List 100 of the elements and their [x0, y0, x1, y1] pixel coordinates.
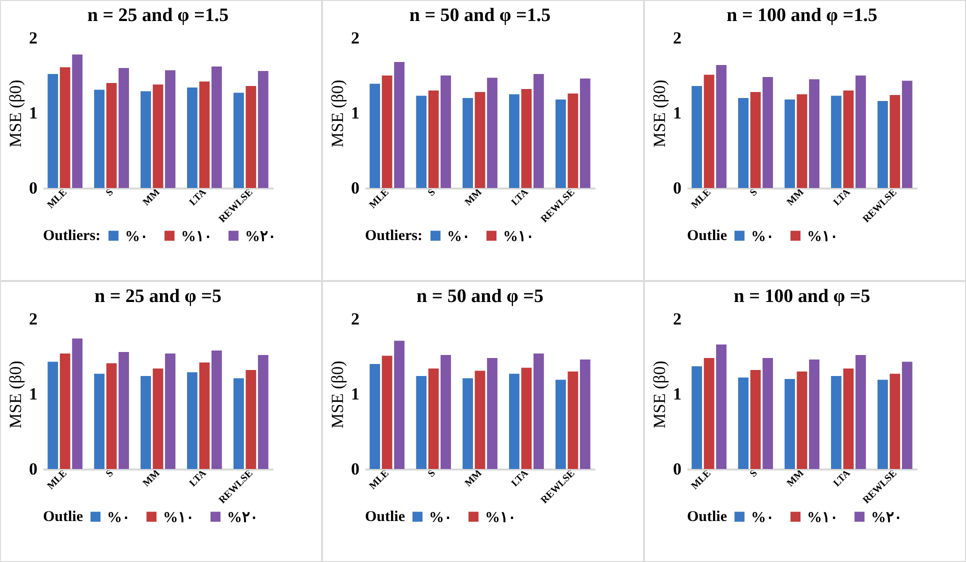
y-tick-label: 2 [351, 28, 360, 48]
bar [556, 380, 566, 469]
bar [394, 62, 404, 188]
x-tick-label: MM [463, 186, 485, 208]
bar [855, 76, 866, 188]
y-tick-label: 1 [673, 384, 682, 404]
chart-title: n = 100 and φ =5 [734, 286, 870, 307]
chart-title: n = 100 and φ =1.5 [726, 5, 878, 26]
x-tick-label: LTA [510, 467, 532, 490]
y-tick-label: 1 [351, 384, 360, 404]
bar [118, 68, 129, 188]
bar [394, 340, 404, 469]
y-axis-title: MSE (β0) [650, 360, 669, 428]
bar [796, 94, 808, 188]
legend-title: Outlie [687, 509, 728, 525]
y-tick-label: 2 [673, 28, 682, 48]
legend-label: %٠ [429, 510, 452, 526]
bar [416, 376, 427, 469]
bar [487, 358, 498, 469]
bar [509, 374, 520, 469]
bar [199, 362, 210, 469]
bar [716, 344, 726, 469]
bar [462, 98, 473, 188]
legend-label: %١٠ [807, 510, 838, 526]
bar [890, 374, 900, 469]
bar [738, 378, 749, 469]
bar [60, 67, 70, 188]
x-tick-label: S [748, 186, 760, 199]
bar [234, 378, 244, 469]
bar [738, 98, 749, 188]
bar [140, 91, 151, 188]
x-tick-label: MM [463, 468, 485, 490]
bar [428, 90, 439, 188]
bar [246, 370, 256, 469]
bar [140, 376, 151, 469]
bar [416, 96, 427, 188]
y-tick-label: 2 [673, 310, 682, 328]
bar [831, 376, 842, 469]
legend-label: %٢٠ [245, 228, 276, 245]
legend-label: %٠ [751, 510, 774, 526]
x-tick-label: MM [141, 186, 163, 208]
y-tick-label: 1 [29, 104, 38, 122]
bar [831, 96, 842, 188]
legend-title: Outlie [365, 509, 406, 525]
bar [750, 92, 761, 188]
legend-label: %٠ [447, 228, 470, 245]
bar [902, 362, 912, 469]
bar [211, 350, 222, 469]
y-tick-label: 1 [673, 104, 682, 122]
x-tick-label: LTA [510, 186, 532, 208]
bar [474, 92, 486, 188]
y-axis-title: MSE (β0) [6, 360, 25, 428]
bar [258, 71, 268, 188]
legend-label: %٢٠ [871, 510, 902, 526]
y-tick-label: 0 [29, 178, 38, 198]
bar [762, 77, 773, 188]
bar [106, 83, 117, 188]
legend-label: %١٠ [163, 510, 194, 526]
x-tick-label: LTA [188, 467, 210, 490]
legend-label: %١٠ [485, 510, 516, 526]
bar [568, 372, 578, 469]
bar [165, 354, 176, 469]
x-tick-label: S [104, 186, 116, 199]
bar [509, 94, 520, 188]
bar [187, 88, 198, 188]
bar [48, 362, 58, 469]
x-tick-label: MM [785, 186, 807, 208]
x-tick-label: MM [141, 468, 163, 490]
bar [716, 65, 726, 188]
bar [855, 355, 866, 469]
bar [796, 372, 808, 469]
y-tick-label: 2 [351, 310, 360, 328]
bar [843, 90, 854, 188]
bar [533, 354, 544, 469]
y-axis-title: MSE (β0) [6, 80, 25, 148]
bar [462, 378, 473, 469]
bar [809, 79, 820, 188]
bar [72, 338, 82, 469]
bar [72, 54, 82, 188]
bar [165, 70, 176, 188]
bar [704, 358, 714, 469]
bar [370, 364, 380, 469]
bar [440, 76, 451, 188]
bar [692, 366, 702, 469]
bar [152, 368, 164, 469]
bar [556, 100, 566, 188]
bar [60, 354, 70, 469]
y-axis-title: MSE (β0) [650, 80, 669, 148]
x-tick-label: S [748, 468, 760, 480]
bar [784, 379, 795, 469]
bar [890, 95, 900, 188]
x-tick-label: MM [785, 468, 807, 490]
legend-label: %١٠ [503, 228, 534, 245]
bar [474, 370, 486, 469]
bar [521, 368, 532, 469]
y-tick-label: 2 [29, 310, 38, 328]
y-tick-label: 0 [673, 460, 682, 478]
y-tick-label: 1 [351, 104, 360, 122]
bar [118, 352, 129, 469]
bar [487, 78, 498, 188]
